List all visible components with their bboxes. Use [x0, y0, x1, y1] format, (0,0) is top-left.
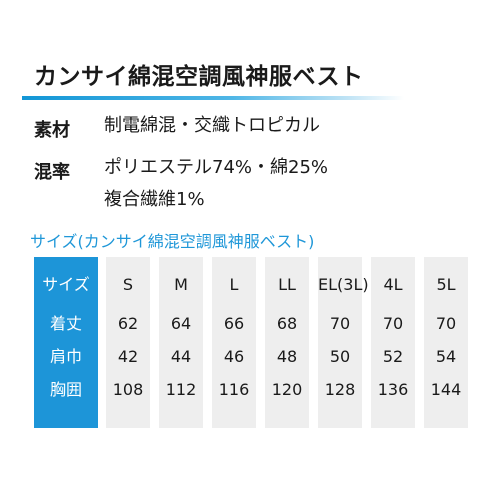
size-name: LL	[278, 275, 296, 294]
size-column: EL(3L) 70 50 128	[318, 257, 369, 428]
shoulder-value: 42	[117, 347, 139, 366]
size-column: 4L 70 52 136	[371, 257, 415, 428]
size-column: L 66 46 116	[212, 257, 256, 428]
size-name: EL(3L)	[318, 275, 369, 294]
material-value: 制電綿混・交織トロピカル	[104, 115, 320, 136]
blend-label: 混率	[34, 162, 70, 183]
size-table: サイズ 着丈 肩巾 胸囲 S 62 42 108 M 64 44 112 L 66 46 116 LL 6…	[34, 257, 468, 428]
size-name: M	[174, 275, 188, 294]
length-value: 66	[223, 314, 245, 333]
size-column: 5L 70 54 144	[424, 257, 468, 428]
row-header-shoulder: 肩巾	[49, 347, 82, 366]
row-header-size: サイズ	[42, 275, 90, 294]
chest-value: 108	[112, 380, 144, 399]
chest-value: 116	[218, 380, 250, 399]
chest-value: 128	[324, 380, 356, 399]
row-header-chest: 胸囲	[49, 380, 82, 399]
chest-value: 144	[430, 380, 462, 399]
size-name: S	[122, 275, 134, 294]
size-column: LL 68 48 120	[265, 257, 309, 428]
length-value: 70	[329, 314, 351, 333]
length-value: 64	[170, 314, 192, 333]
shoulder-value: 48	[276, 347, 298, 366]
size-column: M 64 44 112	[159, 257, 203, 428]
chest-value: 112	[165, 380, 197, 399]
chest-value: 120	[271, 380, 303, 399]
size-name: 5L	[436, 275, 456, 294]
length-value: 70	[435, 314, 457, 333]
shoulder-value: 46	[223, 347, 245, 366]
shoulder-value: 52	[382, 347, 404, 366]
blend-value-line1: ポリエステル74%・綿25%	[104, 157, 329, 178]
product-title: カンサイ綿混空調風神服ベスト	[34, 64, 364, 90]
size-table-caption: サイズ(カンサイ綿混空調風神服ベスト)	[30, 232, 315, 251]
title-underline	[22, 96, 404, 100]
size-column: S 62 42 108	[106, 257, 150, 428]
length-value: 68	[276, 314, 298, 333]
length-value: 70	[382, 314, 404, 333]
material-label: 素材	[34, 120, 70, 141]
length-value: 62	[117, 314, 139, 333]
blend-value-line2: 複合繊維1%	[104, 189, 205, 210]
shoulder-value: 54	[435, 347, 457, 366]
row-header-length: 着丈	[49, 314, 82, 333]
size-name: L	[229, 275, 239, 294]
shoulder-value: 50	[329, 347, 351, 366]
chest-value: 136	[377, 380, 409, 399]
size-table-header-column: サイズ 着丈 肩巾 胸囲	[34, 257, 98, 428]
shoulder-value: 44	[170, 347, 192, 366]
size-name: 4L	[383, 275, 403, 294]
